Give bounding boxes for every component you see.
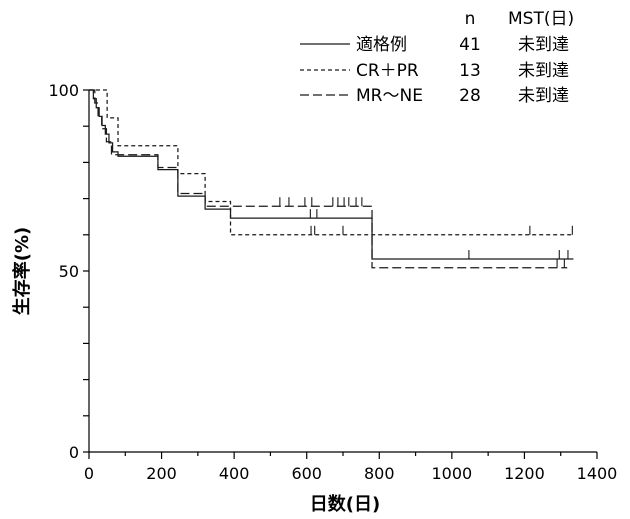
survival-curve-mr-ne	[89, 89, 568, 269]
legend-label: CR＋PR	[356, 61, 419, 81]
legend-n: 13	[459, 61, 481, 81]
survival-curve-eligible	[89, 89, 574, 260]
legend-mst: 未到達	[518, 61, 569, 81]
x-axis-label: 日数(日)	[310, 493, 380, 515]
x-tick-label: 600	[291, 464, 322, 483]
y-tick-label: 0	[69, 443, 79, 462]
survival-curve-cr-pr	[89, 89, 573, 236]
y-tick-label: 100	[48, 81, 79, 100]
legend-row-cr-pr: CR＋PR 13 未到達	[300, 61, 569, 81]
legend-row-eligible: 適格例 41 未到達	[300, 35, 569, 55]
y-axis-label: 生存率(%)	[11, 227, 33, 316]
x-tick-label: 1200	[504, 464, 545, 483]
legend-mst: 未到達	[518, 86, 569, 106]
x-tick-label: 200	[146, 464, 177, 483]
x-tick-label: 0	[84, 464, 94, 483]
legend: n MST(日) 適格例 41 未到達 CR＋PR 13 未到達 MR〜NE 2…	[300, 9, 574, 106]
legend-n: 41	[459, 35, 481, 55]
y-tick-label: 50	[59, 262, 79, 281]
x-tick-label: 400	[219, 464, 250, 483]
legend-row-mr-ne: MR〜NE 28 未到達	[300, 86, 569, 106]
legend-n: 28	[459, 86, 481, 106]
curves	[89, 89, 574, 269]
legend-mst: 未到達	[518, 35, 569, 55]
x-tick-label: 1000	[431, 464, 472, 483]
legend-label: MR〜NE	[356, 86, 423, 106]
x-tick-label: 1400	[577, 464, 618, 483]
legend-header-n: n	[465, 9, 476, 29]
legend-header-mst: MST(日)	[508, 9, 574, 29]
legend-label: 適格例	[356, 35, 407, 55]
x-tick-label: 800	[364, 464, 395, 483]
